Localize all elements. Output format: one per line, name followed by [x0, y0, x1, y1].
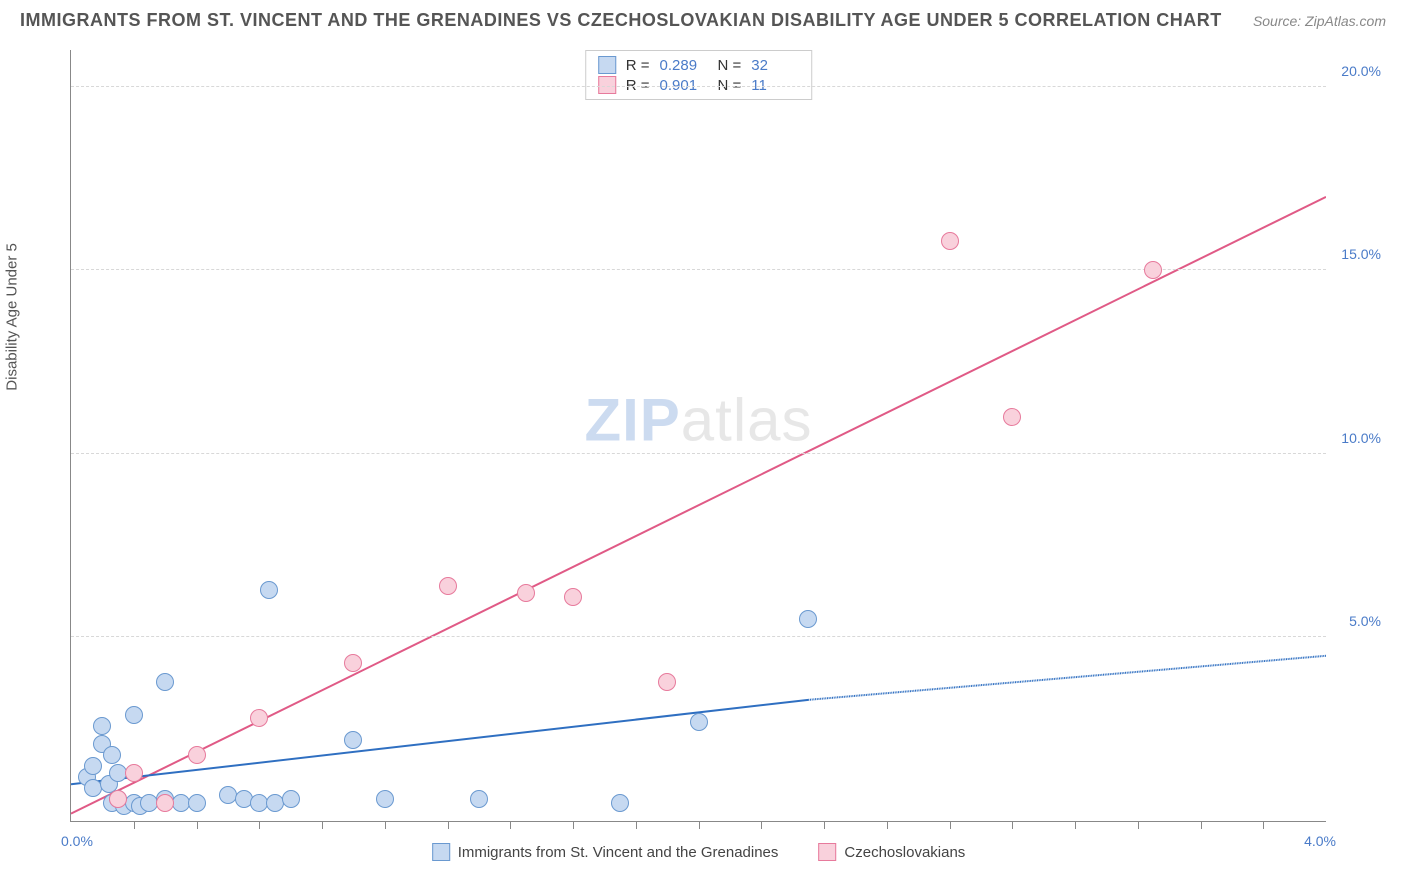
- blue-point: [690, 713, 708, 731]
- y-tick-label: 15.0%: [1341, 246, 1381, 262]
- y-axis-label: Disability Age Under 5: [4, 243, 21, 391]
- pink-point: [564, 588, 582, 606]
- pink-point: [439, 577, 457, 595]
- x-tick: [761, 821, 762, 829]
- watermark-atlas: atlas: [681, 387, 813, 454]
- blue-point: [799, 610, 817, 628]
- blue-point: [260, 581, 278, 599]
- stats-legend-box: R = 0.289 N = 32 R = 0.901 N = 11: [585, 50, 813, 100]
- pink-point: [1144, 261, 1162, 279]
- y-tick-label: 20.0%: [1341, 63, 1381, 79]
- pink-point: [188, 746, 206, 764]
- x-tick: [1012, 821, 1013, 829]
- x-tick: [887, 821, 888, 829]
- blue-point: [156, 673, 174, 691]
- chart-title: IMMIGRANTS FROM ST. VINCENT AND THE GREN…: [20, 10, 1222, 31]
- x-tick: [1075, 821, 1076, 829]
- legend-label-pink: Czechoslovakians: [844, 844, 965, 861]
- pink-point: [344, 654, 362, 672]
- pink-point: [125, 764, 143, 782]
- x-tick: [259, 821, 260, 829]
- blue-point: [84, 757, 102, 775]
- plot-area: ZIPatlas R = 0.289 N = 32 R = 0.901 N = …: [70, 50, 1326, 822]
- watermark: ZIPatlas: [584, 386, 812, 455]
- source-attribution: Source: ZipAtlas.com: [1253, 13, 1386, 29]
- chart-container: Disability Age Under 5 ZIPatlas R = 0.28…: [20, 40, 1386, 872]
- n-value-blue: 32: [751, 57, 799, 74]
- x-tick: [385, 821, 386, 829]
- blue-point: [188, 794, 206, 812]
- r-label: R =: [626, 57, 650, 74]
- y-tick-label: 10.0%: [1341, 430, 1381, 446]
- x-tick: [573, 821, 574, 829]
- blue-point: [470, 790, 488, 808]
- watermark-zip: ZIP: [584, 387, 680, 454]
- x-tick: [824, 821, 825, 829]
- gridline: [71, 453, 1326, 454]
- pink-point: [658, 673, 676, 691]
- gridline: [71, 269, 1326, 270]
- x-tick: [1263, 821, 1264, 829]
- x-tick: [1201, 821, 1202, 829]
- pink-point: [156, 794, 174, 812]
- blue-point: [125, 706, 143, 724]
- stats-row-blue: R = 0.289 N = 32: [598, 55, 800, 75]
- blue-point: [93, 717, 111, 735]
- x-tick: [950, 821, 951, 829]
- pink-point: [109, 790, 127, 808]
- x-tick: [448, 821, 449, 829]
- legend-item-blue: Immigrants from St. Vincent and the Gren…: [432, 843, 779, 861]
- x-tick: [197, 821, 198, 829]
- blue-point: [344, 731, 362, 749]
- x-tick: [134, 821, 135, 829]
- pink-point: [517, 584, 535, 602]
- y-tick-label: 5.0%: [1349, 613, 1381, 629]
- trend-line: [808, 656, 1326, 700]
- x-tick: [510, 821, 511, 829]
- gridline: [71, 86, 1326, 87]
- pink-point: [1003, 408, 1021, 426]
- blue-point: [282, 790, 300, 808]
- source-name: ZipAtlas.com: [1305, 13, 1386, 29]
- legend-label-blue: Immigrants from St. Vincent and the Gren…: [458, 844, 779, 861]
- swatch-blue: [432, 843, 450, 861]
- x-axis-min-label: 0.0%: [61, 833, 93, 849]
- x-tick: [322, 821, 323, 829]
- blue-point: [611, 794, 629, 812]
- gridline: [71, 636, 1326, 637]
- swatch-pink: [818, 843, 836, 861]
- legend-item-pink: Czechoslovakians: [818, 843, 965, 861]
- pink-point: [250, 709, 268, 727]
- pink-point: [941, 232, 959, 250]
- x-tick: [1138, 821, 1139, 829]
- blue-point: [103, 746, 121, 764]
- blue-point: [376, 790, 394, 808]
- x-tick: [699, 821, 700, 829]
- n-label: N =: [718, 57, 742, 74]
- x-tick: [636, 821, 637, 829]
- trend-lines-layer: [71, 50, 1326, 821]
- r-value-blue: 0.289: [660, 57, 708, 74]
- x-axis-max-label: 4.0%: [1304, 833, 1336, 849]
- bottom-legend: Immigrants from St. Vincent and the Gren…: [432, 843, 966, 861]
- source-prefix: Source:: [1253, 13, 1305, 29]
- swatch-blue: [598, 56, 616, 74]
